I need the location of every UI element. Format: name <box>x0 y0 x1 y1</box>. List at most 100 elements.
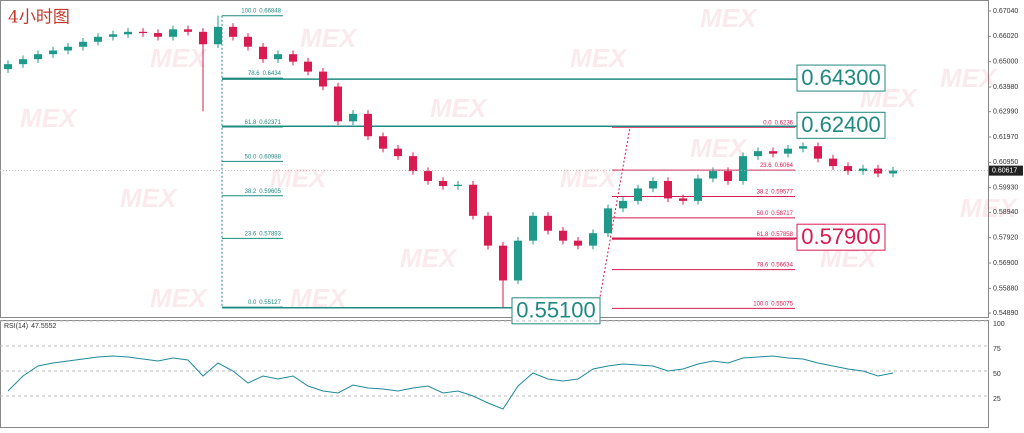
fib-left-label: 78.6 0.6434 <box>248 71 282 77</box>
annotation-label: 0.64300 <box>801 65 881 90</box>
candle-body <box>679 198 687 201</box>
y-tick-label: 0.62990 <box>993 108 1018 115</box>
annotation-box <box>511 297 601 325</box>
candle-body <box>454 184 462 186</box>
y-tick-label: 0.55880 <box>993 285 1018 292</box>
candle-body <box>19 59 27 65</box>
fib-level: 0.0 <box>763 120 772 126</box>
rsi-tick-label: 100 <box>993 321 1005 328</box>
candle-body <box>94 36 102 42</box>
candle-body <box>319 71 327 87</box>
candle-body <box>589 233 597 246</box>
fib-price: 0.56634 <box>771 262 793 268</box>
candle-body <box>559 230 567 241</box>
candle-body <box>199 31 207 45</box>
fib-price: 0.60988 <box>259 154 281 160</box>
y-tick-label: 0.58940 <box>993 209 1018 216</box>
y-tick-label: 0.65000 <box>993 59 1018 66</box>
candle-body <box>274 54 282 60</box>
candle-body <box>859 168 867 172</box>
watermark: MEX <box>700 3 758 33</box>
candle-body <box>79 41 87 47</box>
candle-body <box>259 46 267 60</box>
candle-body <box>529 215 537 241</box>
candle-body <box>139 31 147 34</box>
fib-level: 50.0 <box>245 154 257 160</box>
candle-body <box>649 181 657 189</box>
fib-level: 0.0 <box>248 300 257 306</box>
annotation-box <box>796 111 886 139</box>
candle-body <box>769 151 777 154</box>
fib-price: 0.59605 <box>259 188 281 194</box>
candle-body <box>4 64 12 70</box>
candle-body <box>664 181 672 199</box>
candle-body <box>484 215 492 246</box>
y-tick-label: 0.54890 <box>993 310 1018 317</box>
fib-price: 0.57893 <box>259 231 281 237</box>
fib-level: 50.0 <box>757 210 769 216</box>
watermark: MEX <box>940 63 998 93</box>
last-price-label: 0.60617 <box>992 167 1017 174</box>
candle-body <box>829 158 837 167</box>
fib-price: 0.58717 <box>771 210 793 216</box>
rsi-tick-label: 75 <box>993 346 1001 353</box>
watermark: MEX <box>150 43 208 73</box>
rsi-label: RSI(14) 47.5552 <box>4 323 57 330</box>
y-tick-label: 0.66020 <box>993 33 1018 40</box>
candle-body <box>409 156 417 172</box>
candle-body <box>154 33 162 37</box>
y-tick-label: 0.63980 <box>993 84 1018 91</box>
candle-body <box>214 26 222 45</box>
candle-body <box>709 171 717 179</box>
y-tick-label: 0.61970 <box>993 134 1018 141</box>
candle-body <box>889 170 897 174</box>
fib-level: 23.6 <box>245 231 257 237</box>
candle-body <box>574 240 582 246</box>
candle-body <box>334 86 342 122</box>
candle-body <box>499 245 507 281</box>
fib-left-label: 100.0 0.66848 <box>241 8 281 14</box>
rsi-tick-label: 25 <box>993 396 1001 403</box>
candle-body <box>439 181 447 186</box>
fib-level: 38.2 <box>245 188 257 194</box>
watermark: MEX <box>960 193 1018 223</box>
candle-body <box>604 208 612 234</box>
candle-body <box>394 148 402 157</box>
fib-price: 0.6236 <box>775 120 794 126</box>
y-tick-label: 0.56900 <box>993 260 1018 267</box>
fib-left-label: 23.6 0.57893 <box>245 231 282 237</box>
fib-left-label: 38.2 0.59605 <box>245 188 282 194</box>
candle-body <box>754 151 762 157</box>
annotation-box <box>796 223 886 251</box>
candle-body <box>544 215 552 231</box>
last-price-box <box>989 165 1023 176</box>
y-tick-label: 0.60950 <box>993 159 1018 166</box>
fib-price: 0.55075 <box>771 301 793 307</box>
fib-level: 78.6 <box>757 262 769 268</box>
fib-level: 100.0 <box>753 301 769 307</box>
fib-level: 78.6 <box>248 71 260 77</box>
candle-body <box>349 113 357 122</box>
fib-right-label: 100.0 0.55075 <box>753 301 793 307</box>
fib-price: 0.55127 <box>259 300 281 306</box>
fib-level: 61.8 <box>757 232 769 238</box>
fib-price: 0.66848 <box>259 8 281 14</box>
y-tick-label: 0.57920 <box>993 235 1018 242</box>
watermark: MEX <box>430 93 488 123</box>
annotation-label: 0.55100 <box>516 298 596 323</box>
candle-body <box>289 54 297 62</box>
candle-body <box>514 240 522 281</box>
candle-body <box>724 171 732 182</box>
watermark: MEX <box>400 243 458 273</box>
candle-body <box>619 200 627 209</box>
y-tick-label: 0.67040 <box>993 8 1018 15</box>
candle-body <box>169 29 177 37</box>
fib-price: 0.6434 <box>263 71 282 77</box>
y-tick-label: 0.59930 <box>993 185 1018 192</box>
candle-body <box>844 166 852 172</box>
fib-right-label: 61.8 0.57858 <box>757 232 794 238</box>
fib-right-label: 50.0 0.58717 <box>757 210 794 216</box>
watermark: MEX <box>150 283 208 313</box>
watermark: MEX <box>560 163 618 193</box>
fib-left-label: 61.8 0.62371 <box>245 120 282 126</box>
